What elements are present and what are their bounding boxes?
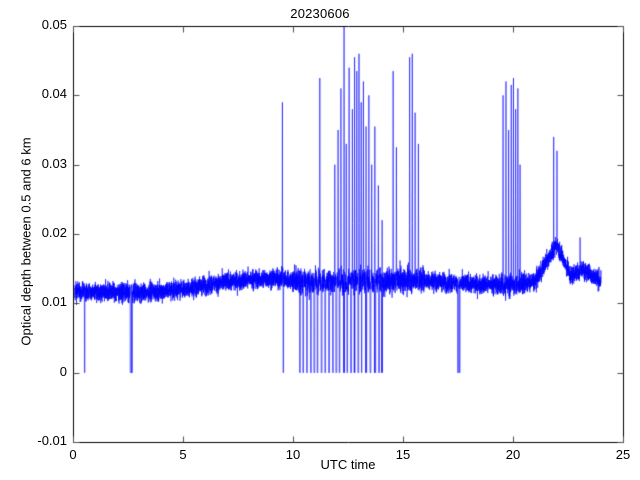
y-tick-label: 0.01 xyxy=(41,294,67,310)
x-axis-label: UTC time xyxy=(320,457,376,472)
y-axis-label: Optical depth between 0.5 and 6 km xyxy=(18,137,34,346)
y-tick-label: 0.05 xyxy=(41,17,67,32)
x-tick-label: 20 xyxy=(505,447,521,462)
y-tick-label: -0.01 xyxy=(37,433,67,448)
y-tick-label: 0 xyxy=(59,363,67,379)
x-tick-label: 5 xyxy=(179,447,187,462)
y-tick-label: 0.02 xyxy=(41,225,67,240)
x-tick-label: 25 xyxy=(615,447,631,462)
y-tick-label: 0.04 xyxy=(41,86,67,102)
x-tick-label: 0 xyxy=(69,447,77,462)
x-tick-label: 10 xyxy=(285,447,301,462)
x-tick-label: 15 xyxy=(395,447,411,462)
y-tick-label: 0.03 xyxy=(41,155,67,171)
